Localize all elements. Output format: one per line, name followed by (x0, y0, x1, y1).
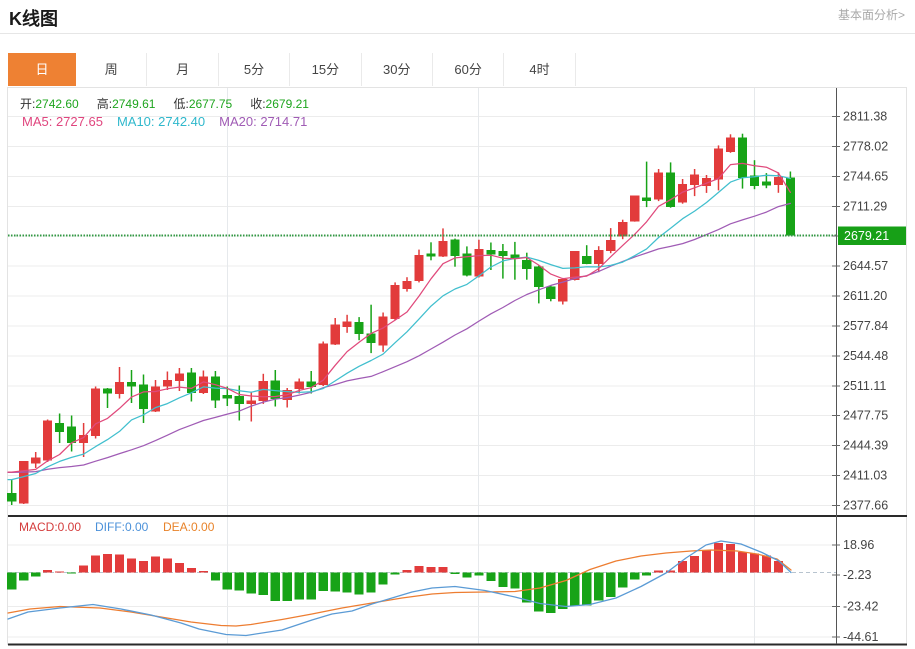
svg-text:2811.38: 2811.38 (843, 110, 887, 124)
svg-text:2644.57: 2644.57 (843, 259, 888, 273)
svg-text:2544.48: 2544.48 (843, 349, 888, 363)
svg-text:DEA:0.00: DEA:0.00 (163, 520, 215, 534)
svg-text:2611.20: 2611.20 (843, 289, 887, 303)
svg-text:2577.84: 2577.84 (843, 319, 888, 333)
svg-text:-2.23: -2.23 (843, 568, 872, 582)
svg-text:2477.75: 2477.75 (843, 409, 888, 423)
svg-text:2377.66: 2377.66 (843, 499, 888, 513)
svg-text:DIFF:0.00: DIFF:0.00 (95, 520, 149, 534)
svg-text:-44.61: -44.61 (843, 630, 878, 644)
svg-text:2679.21: 2679.21 (844, 229, 889, 243)
svg-text:2711.29: 2711.29 (843, 199, 887, 213)
svg-text:-23.42: -23.42 (843, 599, 878, 613)
svg-text:2444.39: 2444.39 (843, 439, 888, 453)
svg-text:18.96: 18.96 (843, 538, 874, 552)
svg-text:2744.65: 2744.65 (843, 169, 888, 183)
svg-text:2411.03: 2411.03 (843, 469, 887, 483)
svg-text:2511.11: 2511.11 (843, 379, 886, 393)
svg-text:MACD:0.00: MACD:0.00 (19, 520, 81, 534)
svg-text:2778.02: 2778.02 (843, 139, 888, 153)
